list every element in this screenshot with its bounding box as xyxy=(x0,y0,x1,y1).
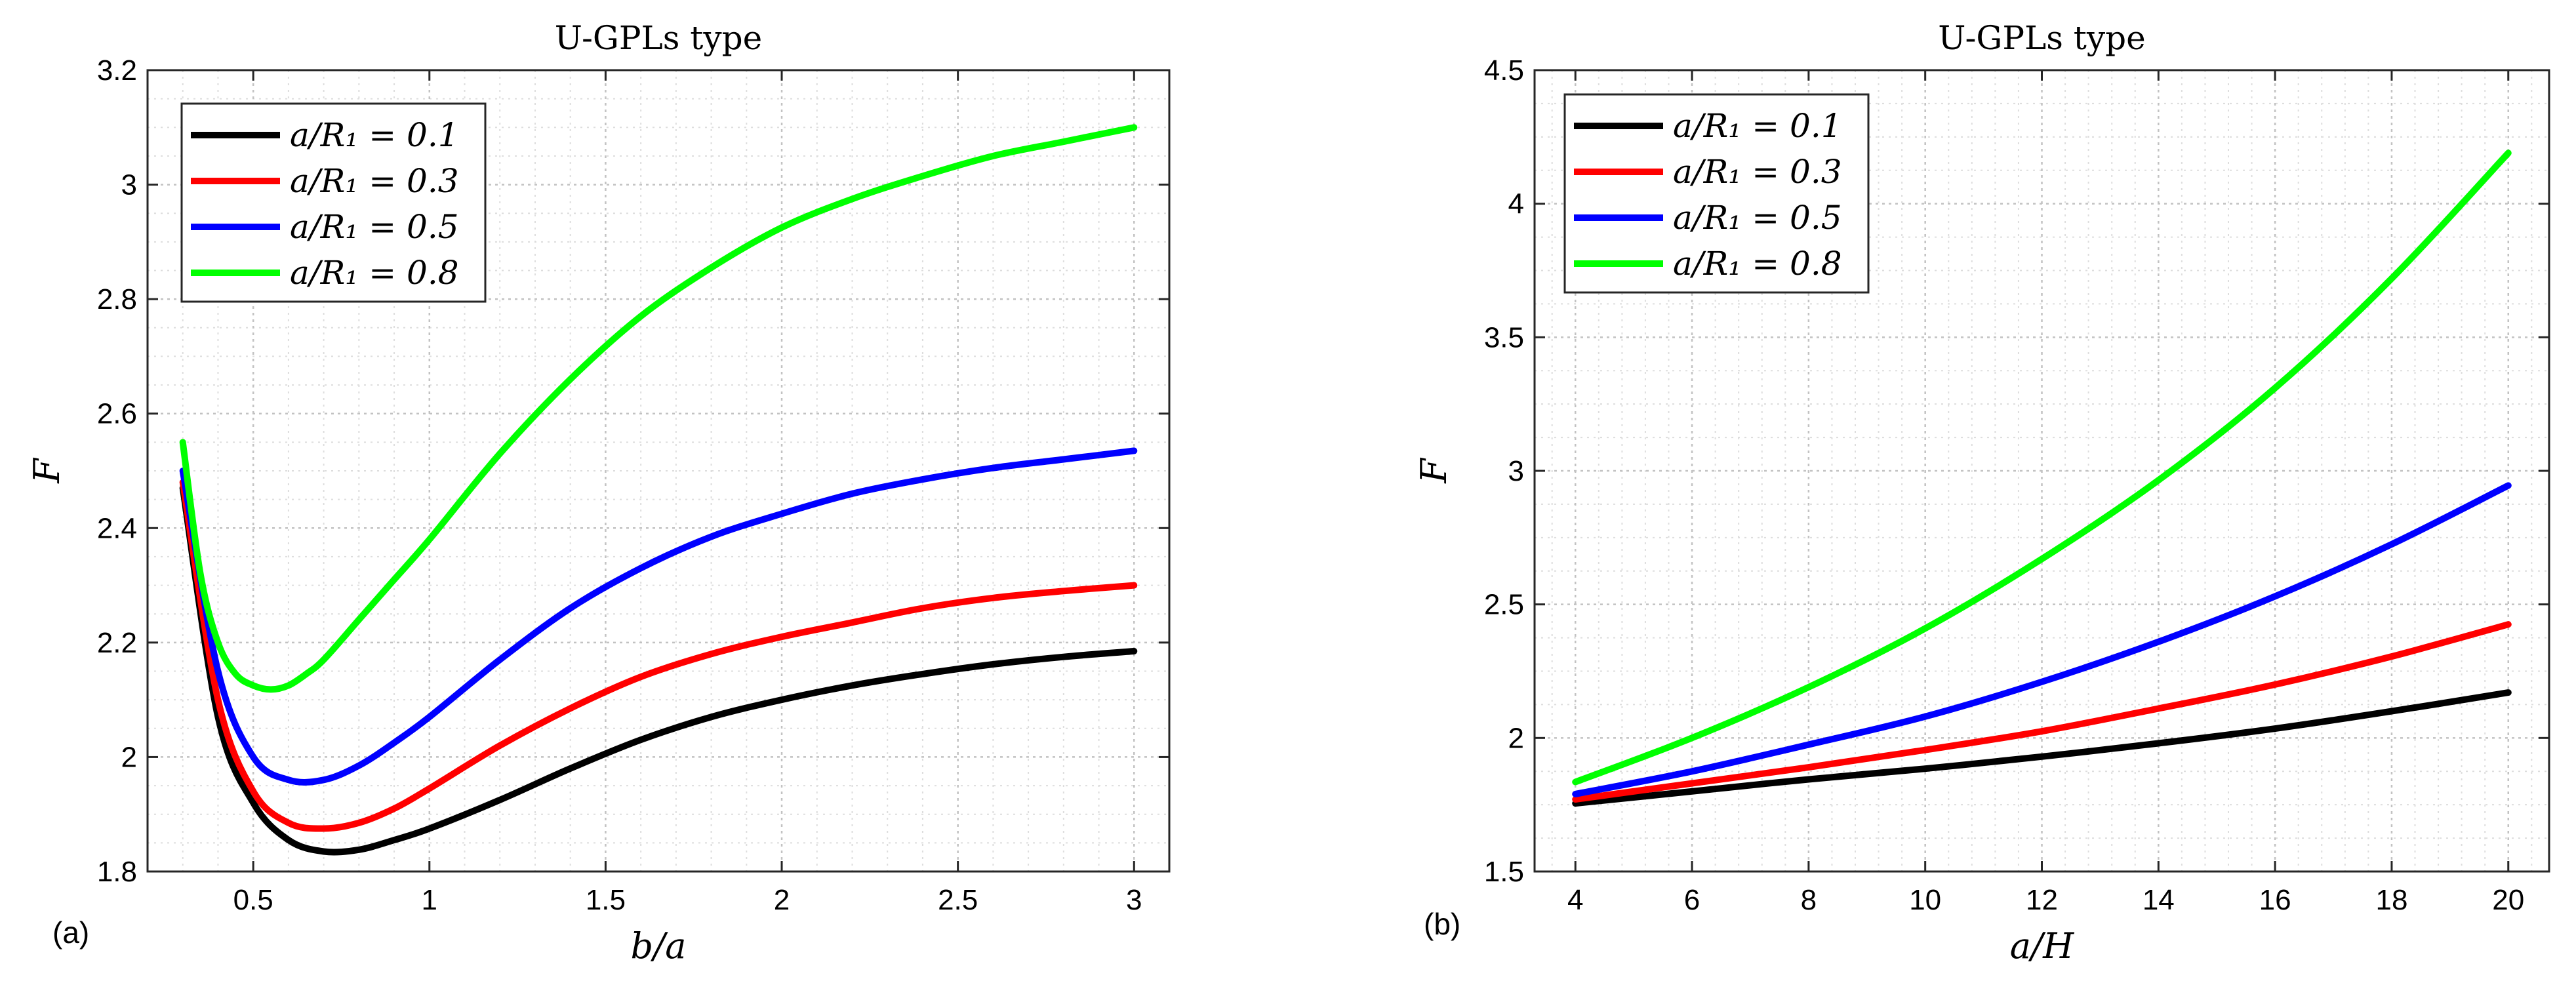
legend-entry-1: a/R₁ = 0.1 xyxy=(290,116,459,154)
series-line-3 xyxy=(179,447,1138,786)
x-tick-label: 16 xyxy=(2259,884,2291,916)
x-tick-label: 3 xyxy=(1126,884,1142,916)
plot-frame xyxy=(1533,69,2550,873)
x-tick-label: 14 xyxy=(2143,884,2175,916)
x-tick-label: 12 xyxy=(2026,884,2058,916)
y-tick-label: 2 xyxy=(121,741,137,773)
legend-entry-4: a/R₁ = 0.8 xyxy=(1673,245,1842,283)
y-tick-label: 3.2 xyxy=(97,54,137,87)
x-tick-label: 10 xyxy=(1909,884,1941,916)
panel-a-chart: 0.5 1 1.5 2 2.5 3 1.8 2 2.2 2.4 2.6 2.8 3 3.2 U-GPLs t… xyxy=(26,19,1171,967)
series-line-3 xyxy=(1572,482,2512,797)
chart-title: U-GPLs type xyxy=(1938,19,2145,57)
x-tick-label: 6 xyxy=(1684,884,1700,916)
series-line-1 xyxy=(1572,689,2512,807)
series-line-2 xyxy=(1572,621,2512,803)
x-tick-label: 18 xyxy=(2375,884,2407,916)
panel-label: (a) xyxy=(52,915,89,950)
y-tick-label: 3.5 xyxy=(1484,321,1524,353)
legend: a/R₁ = 0.1 a/R₁ = 0.3 a/R₁ = 0.5 a/R₁ = 0.8 xyxy=(1563,93,1870,294)
x-tick-label: 1.5 xyxy=(586,884,626,916)
x-tick-label: 0.5 xyxy=(233,884,273,916)
y-tick-label: 2.8 xyxy=(97,283,137,315)
x-axis-label: b/a xyxy=(631,925,687,967)
series-line-1 xyxy=(179,485,1138,856)
x-tick-label: 1 xyxy=(422,884,437,916)
y-tick-label: 3 xyxy=(1508,455,1524,487)
plot-frame xyxy=(146,69,1171,873)
panel-label: (b) xyxy=(1424,907,1460,941)
x-tick-label: 8 xyxy=(1801,884,1817,916)
y-tick-label: 2 xyxy=(1508,722,1524,754)
series-line-2 xyxy=(179,479,1138,832)
x-axis-label: a/H xyxy=(2010,925,2074,967)
chart-title: U-GPLs type xyxy=(555,19,762,57)
y-tick-label: 2.5 xyxy=(1484,589,1524,621)
y-tick-label: 1.8 xyxy=(97,856,137,888)
legend: a/R₁ = 0.1 a/R₁ = 0.3 a/R₁ = 0.5 a/R₁ = 0.8 xyxy=(180,102,487,303)
y-tick-label: 4.5 xyxy=(1484,54,1524,87)
x-tick-label: 2 xyxy=(774,884,790,916)
y-axis-label: F xyxy=(1413,457,1455,484)
y-tick-label: 2.6 xyxy=(97,398,137,430)
x-tick-label: 4 xyxy=(1567,884,1583,916)
legend-entry-2: a/R₁ = 0.3 xyxy=(290,162,459,200)
y-tick-label: 3 xyxy=(121,169,137,201)
x-tick-label: 20 xyxy=(2492,884,2524,916)
legend-entry-1: a/R₁ = 0.1 xyxy=(1673,107,1842,145)
y-axis-label: F xyxy=(26,457,68,484)
y-tick-label: 4 xyxy=(1508,188,1524,220)
legend-entry-3: a/R₁ = 0.5 xyxy=(290,208,459,246)
series-line-4 xyxy=(179,124,1138,693)
panel-b-chart: 4 6 8 10 12 14 16 18 20 1.5 2 2.5 3 3.5 4 4.5 U-GPLs typ… xyxy=(1413,19,2550,967)
y-tick-label: 2.4 xyxy=(97,512,137,544)
legend-entry-4: a/R₁ = 0.8 xyxy=(290,254,459,292)
legend-entry-3: a/R₁ = 0.5 xyxy=(1673,199,1842,237)
y-tick-label: 1.5 xyxy=(1484,856,1524,888)
legend-entry-2: a/R₁ = 0.3 xyxy=(1673,153,1842,191)
x-tick-label: 2.5 xyxy=(938,884,978,916)
y-tick-label: 2.2 xyxy=(97,627,137,659)
series-line-4 xyxy=(1572,150,2512,786)
